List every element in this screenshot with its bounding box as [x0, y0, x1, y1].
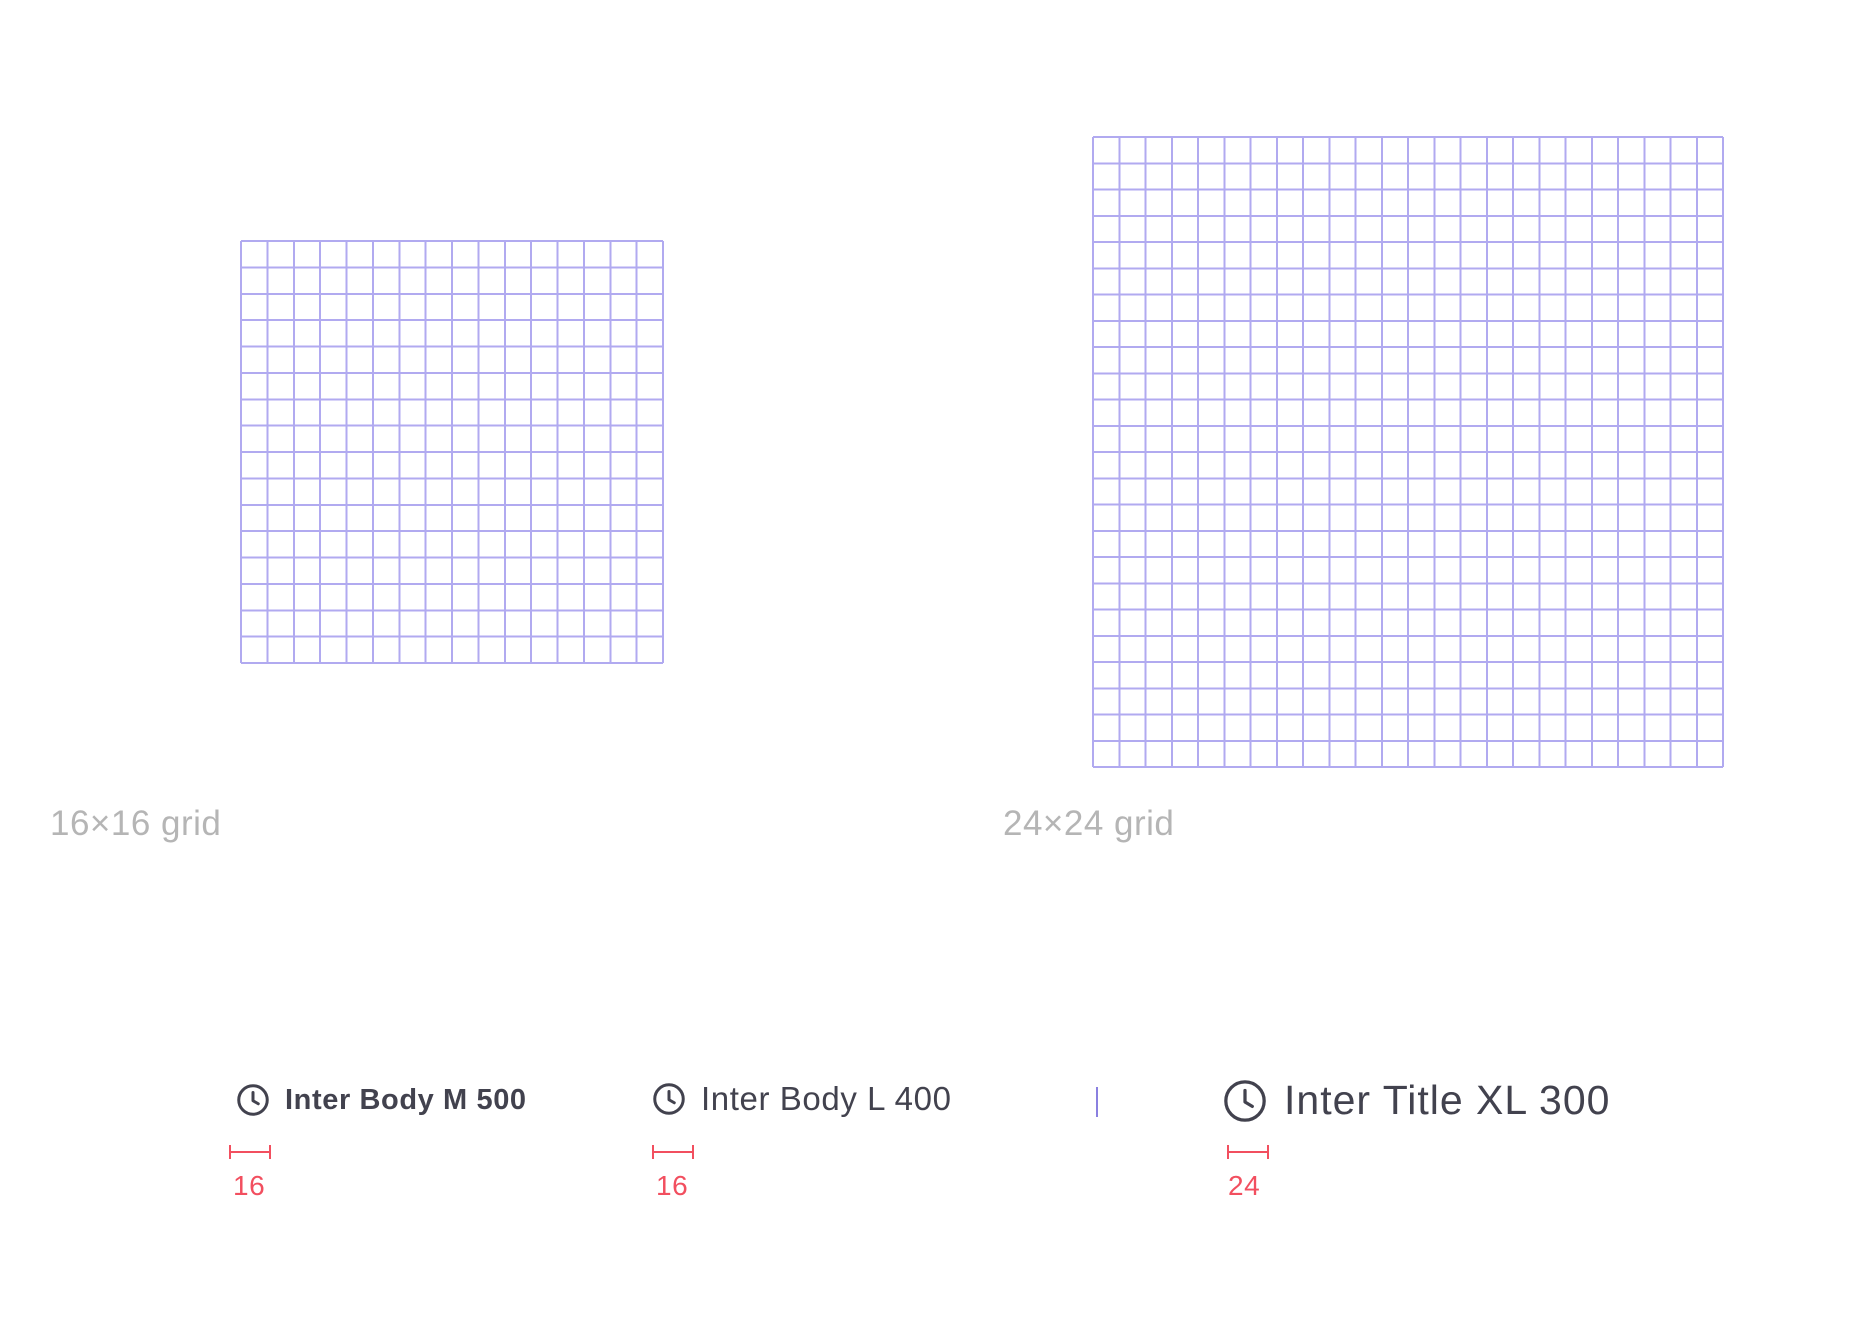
size-measure: 16 — [651, 1142, 711, 1202]
size-value: 16 — [233, 1170, 266, 1201]
measure-bracket-icon — [1227, 1145, 1269, 1159]
size-measure: 16 — [228, 1142, 288, 1202]
grid-24-caption: 24×24 grid — [1003, 804, 1175, 843]
sample-label: Inter Title XL 300 — [1284, 1077, 1611, 1123]
grid-16-caption: 16×16 grid — [50, 804, 222, 843]
sample-label: Inter Body M 500 — [285, 1083, 527, 1116]
sample-label: Inter Body L 400 — [701, 1080, 952, 1117]
type-sample-body-m: Inter Body M 500 — [235, 1082, 527, 1118]
clock-icon — [1222, 1078, 1268, 1124]
measure-bracket-icon — [229, 1145, 271, 1159]
size-value: 24 — [1228, 1170, 1261, 1201]
size-measure: 24 — [1226, 1142, 1286, 1202]
divider — [1096, 1087, 1098, 1117]
measure-bracket-icon — [652, 1145, 694, 1159]
size-value: 16 — [656, 1170, 689, 1201]
clock-icon — [651, 1081, 687, 1117]
type-sample-title-xl: Inter Title XL 300 — [1222, 1077, 1610, 1124]
type-sample-body-l: Inter Body L 400 — [651, 1080, 952, 1118]
grid-24x24 — [1092, 136, 1724, 768]
clock-icon — [235, 1082, 271, 1118]
grid-16x16 — [240, 240, 664, 664]
